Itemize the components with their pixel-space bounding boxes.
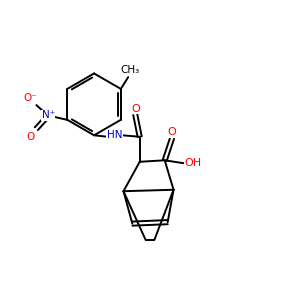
- Text: O⁻: O⁻: [24, 93, 38, 103]
- Text: O: O: [26, 132, 34, 142]
- Text: N⁺: N⁺: [41, 110, 55, 120]
- Text: CH₃: CH₃: [120, 65, 139, 75]
- Text: O: O: [131, 104, 140, 114]
- Text: O: O: [168, 127, 176, 137]
- Text: HN: HN: [107, 130, 122, 140]
- Text: OH: OH: [184, 158, 201, 168]
